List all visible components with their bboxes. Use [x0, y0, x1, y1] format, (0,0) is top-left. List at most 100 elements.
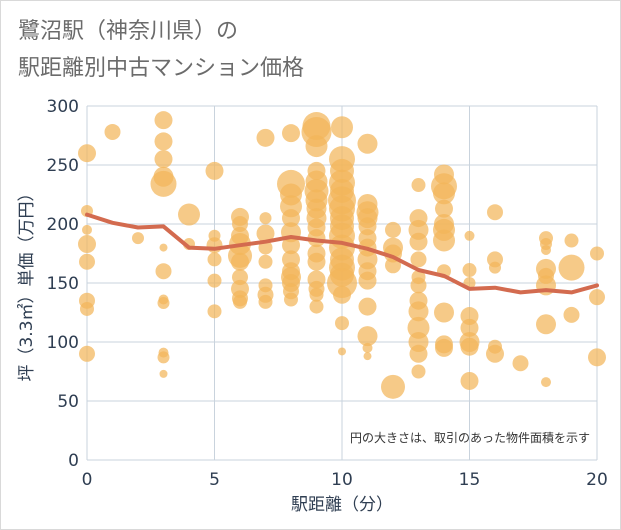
data-bubble — [590, 246, 604, 261]
data-bubble — [409, 344, 428, 363]
data-bubble — [309, 299, 324, 314]
data-bubble — [154, 111, 173, 130]
data-bubble — [462, 263, 477, 278]
data-bubble — [385, 221, 401, 238]
data-bubble — [231, 252, 249, 271]
data-bubble — [207, 304, 222, 319]
data-bubble — [157, 297, 170, 310]
data-bubble — [79, 253, 95, 270]
data-bubble — [207, 273, 222, 288]
data-bubble — [410, 251, 427, 268]
data-bubble — [333, 285, 351, 304]
data-bubble — [381, 374, 405, 399]
x-tick-label: 15 — [459, 470, 481, 490]
data-bubble — [460, 371, 479, 390]
data-bubble — [207, 252, 222, 267]
data-bubble — [78, 144, 96, 163]
data-bubble — [541, 377, 551, 388]
data-bubble — [408, 301, 429, 322]
data-bubble — [558, 254, 585, 281]
axis-ticks: 0 50 100 150 200 250 300 0 5 10 15 20 — [47, 97, 608, 490]
data-bubble — [159, 369, 168, 378]
y-tick-label: 100 — [47, 333, 79, 353]
data-bubble — [331, 116, 353, 139]
data-bubble — [409, 232, 428, 251]
data-bubble — [435, 199, 453, 218]
data-bubble — [460, 337, 479, 356]
data-bubble — [159, 243, 168, 252]
data-bubble — [155, 263, 172, 280]
data-bubble — [132, 232, 144, 245]
data-bubble — [282, 209, 300, 228]
data-bubble — [78, 235, 96, 254]
y-tick-label: 50 — [57, 392, 79, 412]
chart-title-line1: 鷺沼駅（神奈川県）の — [18, 19, 239, 44]
data-bubble — [282, 236, 300, 255]
data-bubble — [363, 352, 372, 361]
data-bubble — [588, 348, 606, 367]
data-bubble — [589, 289, 605, 306]
data-bubble — [256, 128, 275, 147]
data-bubble — [338, 347, 346, 356]
data-bubble — [206, 237, 223, 254]
chart-title-line2: 駅距離別中古マンション価格 — [18, 56, 305, 81]
data-bubble — [284, 292, 298, 307]
data-bubble — [464, 230, 475, 241]
data-bubble — [154, 150, 173, 169]
bubbles — [78, 111, 606, 399]
data-bubble — [357, 133, 378, 154]
data-bubble — [385, 257, 401, 274]
data-bubble — [536, 314, 556, 335]
y-tick-label: 0 — [68, 451, 79, 471]
data-bubble — [541, 244, 551, 255]
data-bubble — [150, 170, 177, 197]
data-bubble — [309, 287, 324, 302]
x-tick-label: 0 — [82, 470, 93, 490]
data-bubble — [258, 254, 273, 269]
trend-line — [85, 212, 599, 295]
data-bubble — [434, 302, 454, 323]
data-bubble — [178, 203, 200, 226]
data-bubble — [80, 301, 94, 316]
data-bubble — [335, 316, 349, 331]
x-tick-label: 10 — [331, 470, 353, 490]
data-bubble — [154, 132, 173, 151]
trend-line-path — [85, 212, 599, 295]
data-bubble — [104, 123, 121, 140]
data-bubble — [258, 294, 273, 309]
y-tick-label: 200 — [47, 215, 79, 235]
size-note: 円の大きさは、取引のあった物件面積を示す — [350, 430, 590, 445]
data-bubble — [407, 316, 430, 339]
data-bubble — [563, 306, 580, 323]
data-bubble — [362, 342, 373, 353]
data-bubble — [307, 252, 326, 271]
y-axis-title: 坪（3.3㎡）単価（万円） — [17, 184, 37, 381]
data-bubble — [233, 294, 247, 309]
data-bubble — [460, 318, 479, 337]
data-bubble — [259, 212, 272, 225]
data-bubble — [357, 326, 378, 347]
data-bubble — [79, 345, 95, 362]
data-bubble — [256, 224, 275, 243]
data-bubble — [486, 344, 504, 363]
y-tick-label: 300 — [47, 97, 79, 117]
data-bubble — [305, 135, 328, 158]
data-bubble — [433, 229, 455, 252]
data-bubble — [157, 351, 170, 364]
data-bubble — [487, 204, 503, 221]
y-tick-label: 150 — [47, 274, 79, 294]
data-bubble — [489, 261, 501, 274]
data-bubble — [205, 161, 224, 180]
data-bubble — [358, 271, 377, 290]
data-bubble — [358, 297, 377, 316]
data-bubble — [433, 182, 455, 205]
x-tick-label: 20 — [586, 470, 608, 490]
data-bubble — [411, 364, 426, 379]
data-bubble — [282, 124, 300, 143]
data-bubble — [410, 277, 427, 294]
x-axis-title: 駅距離（分） — [291, 495, 393, 515]
data-bubble — [512, 355, 529, 372]
data-bubble — [435, 338, 453, 357]
y-tick-label: 250 — [47, 156, 79, 176]
